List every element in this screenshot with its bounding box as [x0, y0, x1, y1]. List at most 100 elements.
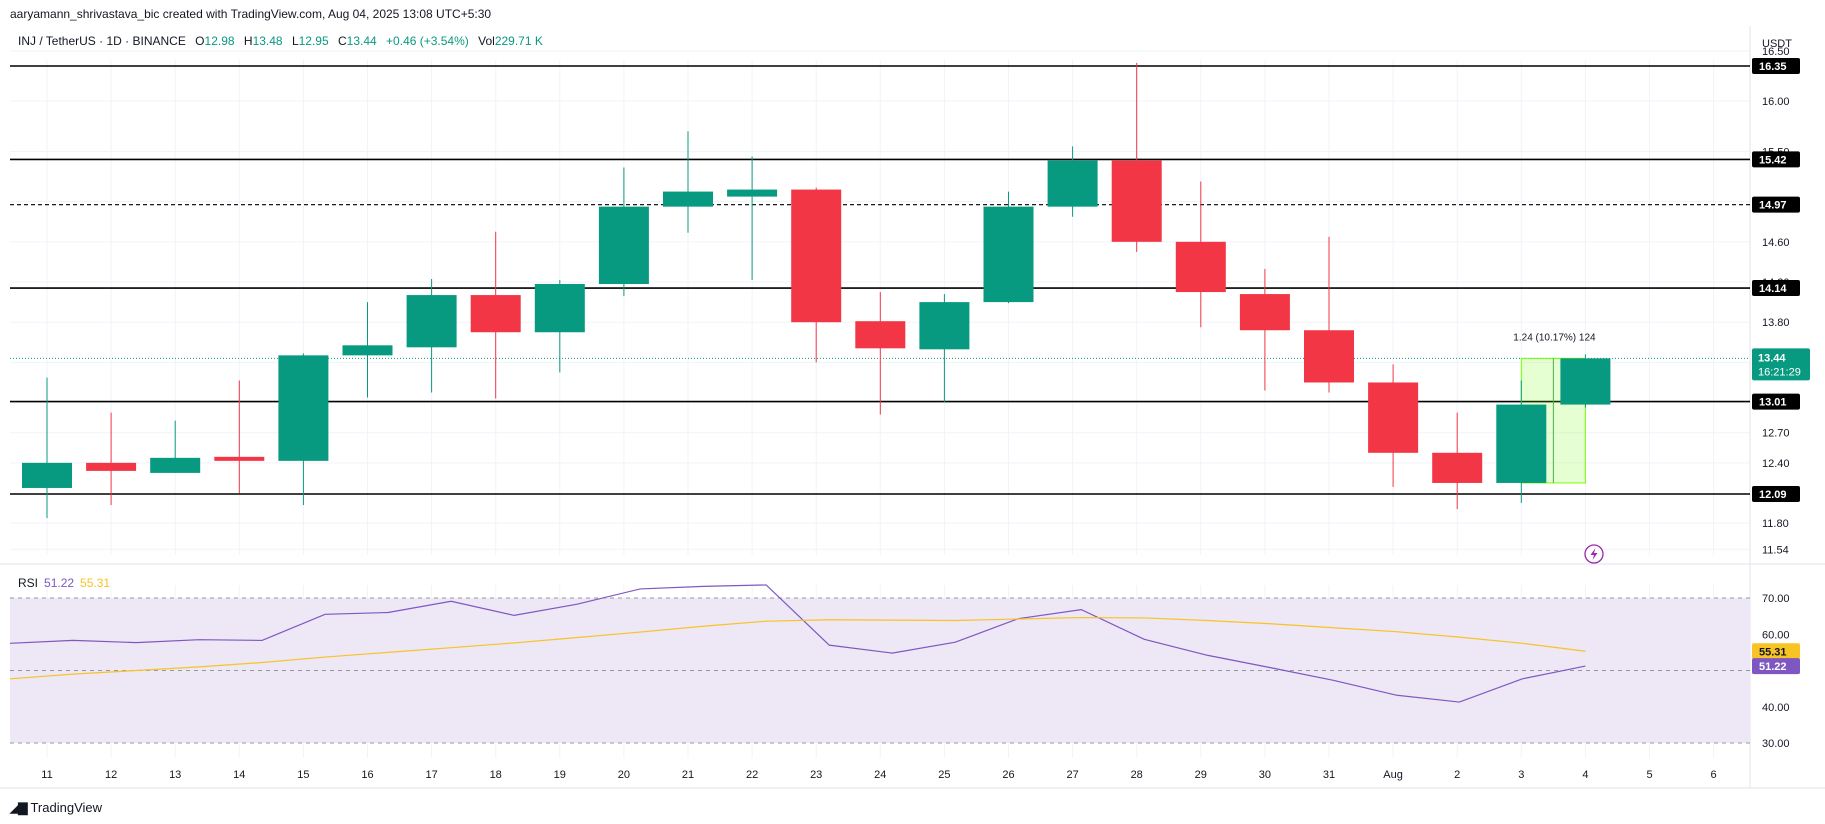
price-tags: 13.44 16:21:29 55.31 51.22 — [1752, 348, 1810, 675]
countdown-label: 16:21:29 — [1758, 366, 1801, 378]
time-tick-label: 16 — [361, 769, 373, 781]
time-tick-label: 25 — [938, 769, 950, 781]
rsi-tick-label: 40.00 — [1762, 702, 1790, 714]
high-value: 13.48 — [252, 34, 283, 48]
price-tick-label: 11.54 — [1762, 544, 1789, 556]
low-value: 12.95 — [298, 34, 329, 48]
footer: ◢▇ TradingView — [10, 800, 102, 815]
candle-body — [534, 284, 585, 333]
price-tick-label: 16.50 — [1762, 46, 1790, 58]
candle-body — [1175, 241, 1226, 293]
time-tick-label: 29 — [1195, 769, 1207, 781]
time-tick-label: 12 — [105, 769, 117, 781]
candle-body — [406, 295, 457, 348]
time-tick-label: 3 — [1518, 769, 1524, 781]
rsi-name: RSI — [18, 576, 39, 590]
rsi-value-tag — [1752, 658, 1800, 675]
time-tick-label: 20 — [618, 769, 630, 781]
candle-body — [598, 206, 649, 285]
time-tick-label: 26 — [1002, 769, 1014, 781]
candles — [22, 62, 1611, 519]
time-tick-label: 19 — [554, 769, 566, 781]
price-axis[interactable]: 16.5016.0015.5015.0014.6014.2013.8013.40… — [1752, 46, 1800, 750]
price-tick-label: 12.70 — [1762, 428, 1790, 440]
candle-body — [855, 321, 906, 349]
rsi-ma-tag — [1752, 643, 1800, 660]
candle-body — [919, 302, 970, 350]
candle-body — [22, 462, 72, 488]
level-tag-label: 13.01 — [1759, 397, 1787, 409]
time-tick-label: 30 — [1259, 769, 1271, 781]
time-tick-label: 22 — [746, 769, 758, 781]
candle-body — [1304, 330, 1354, 383]
time-tick-label: Aug — [1383, 769, 1403, 781]
rsi-ma-value: 55.31 — [80, 576, 111, 590]
rsi-legend: RSI 51.22 55.31 — [18, 576, 110, 590]
brand-name: TradingView — [30, 800, 103, 815]
time-tick-label: 28 — [1131, 769, 1143, 781]
last-price-tag — [1752, 348, 1810, 381]
rsi-value: 51.22 — [44, 576, 75, 590]
time-tick-label: 21 — [682, 769, 694, 781]
time-tick-label: 6 — [1711, 769, 1717, 781]
time-tick-label: 5 — [1646, 769, 1652, 781]
candle-body — [1432, 452, 1483, 483]
candle-body — [983, 206, 1034, 303]
price-tick-label: 12.40 — [1762, 458, 1790, 470]
candle-body — [727, 189, 778, 197]
time-tick-label: 15 — [297, 769, 309, 781]
change-value: +0.46 (+3.54%) — [386, 34, 469, 48]
chart-credit: aaryamann_shrivastava_bic created with T… — [10, 7, 492, 21]
candle-body — [1560, 358, 1611, 405]
close-label: C — [338, 34, 347, 48]
price-tick-label: 13.80 — [1762, 317, 1790, 329]
rsi-value-tag-label: 51.22 — [1759, 661, 1787, 673]
candle-body — [791, 189, 842, 323]
time-tick-label: 27 — [1066, 769, 1078, 781]
measure-label: 1.24 (10.17%) 124 — [1513, 332, 1596, 343]
time-tick-label: 23 — [810, 769, 822, 781]
open-value: 12.98 — [204, 34, 235, 48]
currency-label[interactable]: USDT — [1758, 36, 1796, 52]
low-label: L — [291, 34, 299, 48]
candle-body — [1047, 160, 1098, 207]
level-tag — [1752, 151, 1800, 168]
candle-body — [663, 191, 713, 207]
rsi-tick-label: 30.00 — [1762, 738, 1790, 750]
volume-value: 229.71 K — [494, 34, 543, 48]
candle-body — [214, 456, 265, 461]
candle-body — [1496, 404, 1547, 483]
symbol-name[interactable]: INJ / TetherUS · 1D · BINANCE — [18, 34, 186, 48]
high-label: H — [243, 34, 253, 48]
price-chart[interactable]: 1.24 (10.17%) 124 16.5016.0015.5015.0014… — [0, 0, 1825, 790]
rsi-lines — [9, 584, 1586, 703]
candle-body — [1368, 382, 1419, 453]
level-tag — [1752, 280, 1800, 297]
level-tag-label: 14.14 — [1759, 283, 1787, 295]
time-tick-label: 18 — [490, 769, 502, 781]
level-tag — [1752, 486, 1800, 502]
time-tick-label: 13 — [169, 769, 181, 781]
rsi-tick-label: 60.00 — [1762, 629, 1790, 641]
tradingview-logo-icon: ◢▇ — [10, 800, 27, 815]
candle-body — [342, 345, 393, 356]
level-tag-label: 15.42 — [1759, 154, 1787, 166]
volume-label: Vol — [478, 34, 495, 48]
time-axis[interactable]: 11 12 13 14 15 16 17 18 19 20 21 22 23 24 25 26 27 28 29 30… — [41, 769, 1716, 781]
close-value: 13.44 — [346, 34, 377, 48]
level-tag — [1752, 58, 1800, 74]
rsi-tick-label: 70.00 — [1762, 593, 1790, 605]
level-tag-label: 16.35 — [1759, 61, 1787, 73]
level-tag-label: 14.97 — [1759, 200, 1787, 212]
candle-body — [470, 295, 521, 333]
price-tick-label: 14.60 — [1762, 237, 1790, 249]
level-tag — [1752, 393, 1800, 410]
open-label: O — [195, 34, 205, 48]
candle-body — [150, 457, 201, 473]
lightning-icon[interactable] — [1584, 544, 1604, 564]
time-tick-label: 14 — [233, 769, 245, 781]
candle-body — [1239, 294, 1290, 331]
price-tick-label: 11.80 — [1762, 518, 1789, 530]
time-tick-label: 2 — [1454, 769, 1460, 781]
candle-body — [1111, 160, 1162, 242]
